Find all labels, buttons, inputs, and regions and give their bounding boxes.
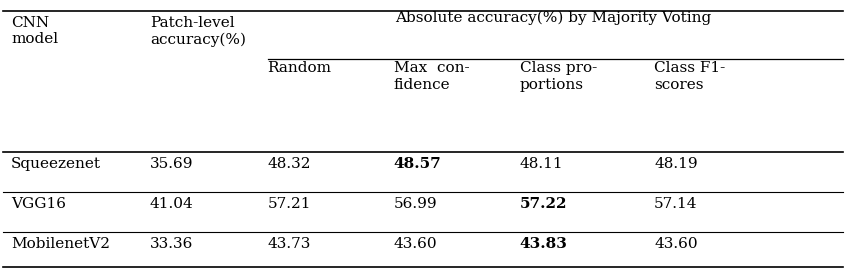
Text: MobilenetV2: MobilenetV2 [11,237,110,251]
Text: VGG16: VGG16 [11,197,66,211]
Text: 48.57: 48.57 [393,157,442,171]
Text: 43.60: 43.60 [393,237,437,251]
Text: Random: Random [267,61,332,75]
Text: 57.14: 57.14 [654,197,698,211]
Text: Patch-level
accuracy(%): Patch-level accuracy(%) [150,16,246,47]
Text: 48.19: 48.19 [654,157,698,171]
Text: Absolute accuracy(%) by Majority Voting: Absolute accuracy(%) by Majority Voting [395,11,711,25]
Text: 57.22: 57.22 [519,197,567,211]
Text: 56.99: 56.99 [393,197,437,211]
Text: Max  con-
fidence: Max con- fidence [393,61,470,92]
Text: Class F1-
scores: Class F1- scores [654,61,725,92]
Text: 43.73: 43.73 [267,237,310,251]
Text: 41.04: 41.04 [150,197,194,211]
Text: 35.69: 35.69 [150,157,194,171]
Text: 43.83: 43.83 [519,237,568,251]
Text: CNN
model: CNN model [11,16,58,46]
Text: 48.11: 48.11 [519,157,563,171]
Text: 57.21: 57.21 [267,197,311,211]
Text: 43.60: 43.60 [654,237,698,251]
Text: 33.36: 33.36 [150,237,193,251]
Text: Class pro-
portions: Class pro- portions [519,61,597,92]
Text: Squeezenet: Squeezenet [11,157,102,171]
Text: 48.32: 48.32 [267,157,311,171]
